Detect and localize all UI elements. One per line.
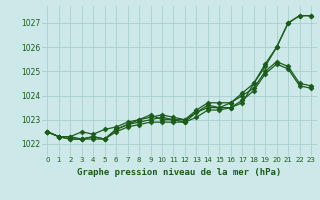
- X-axis label: Graphe pression niveau de la mer (hPa): Graphe pression niveau de la mer (hPa): [77, 168, 281, 177]
